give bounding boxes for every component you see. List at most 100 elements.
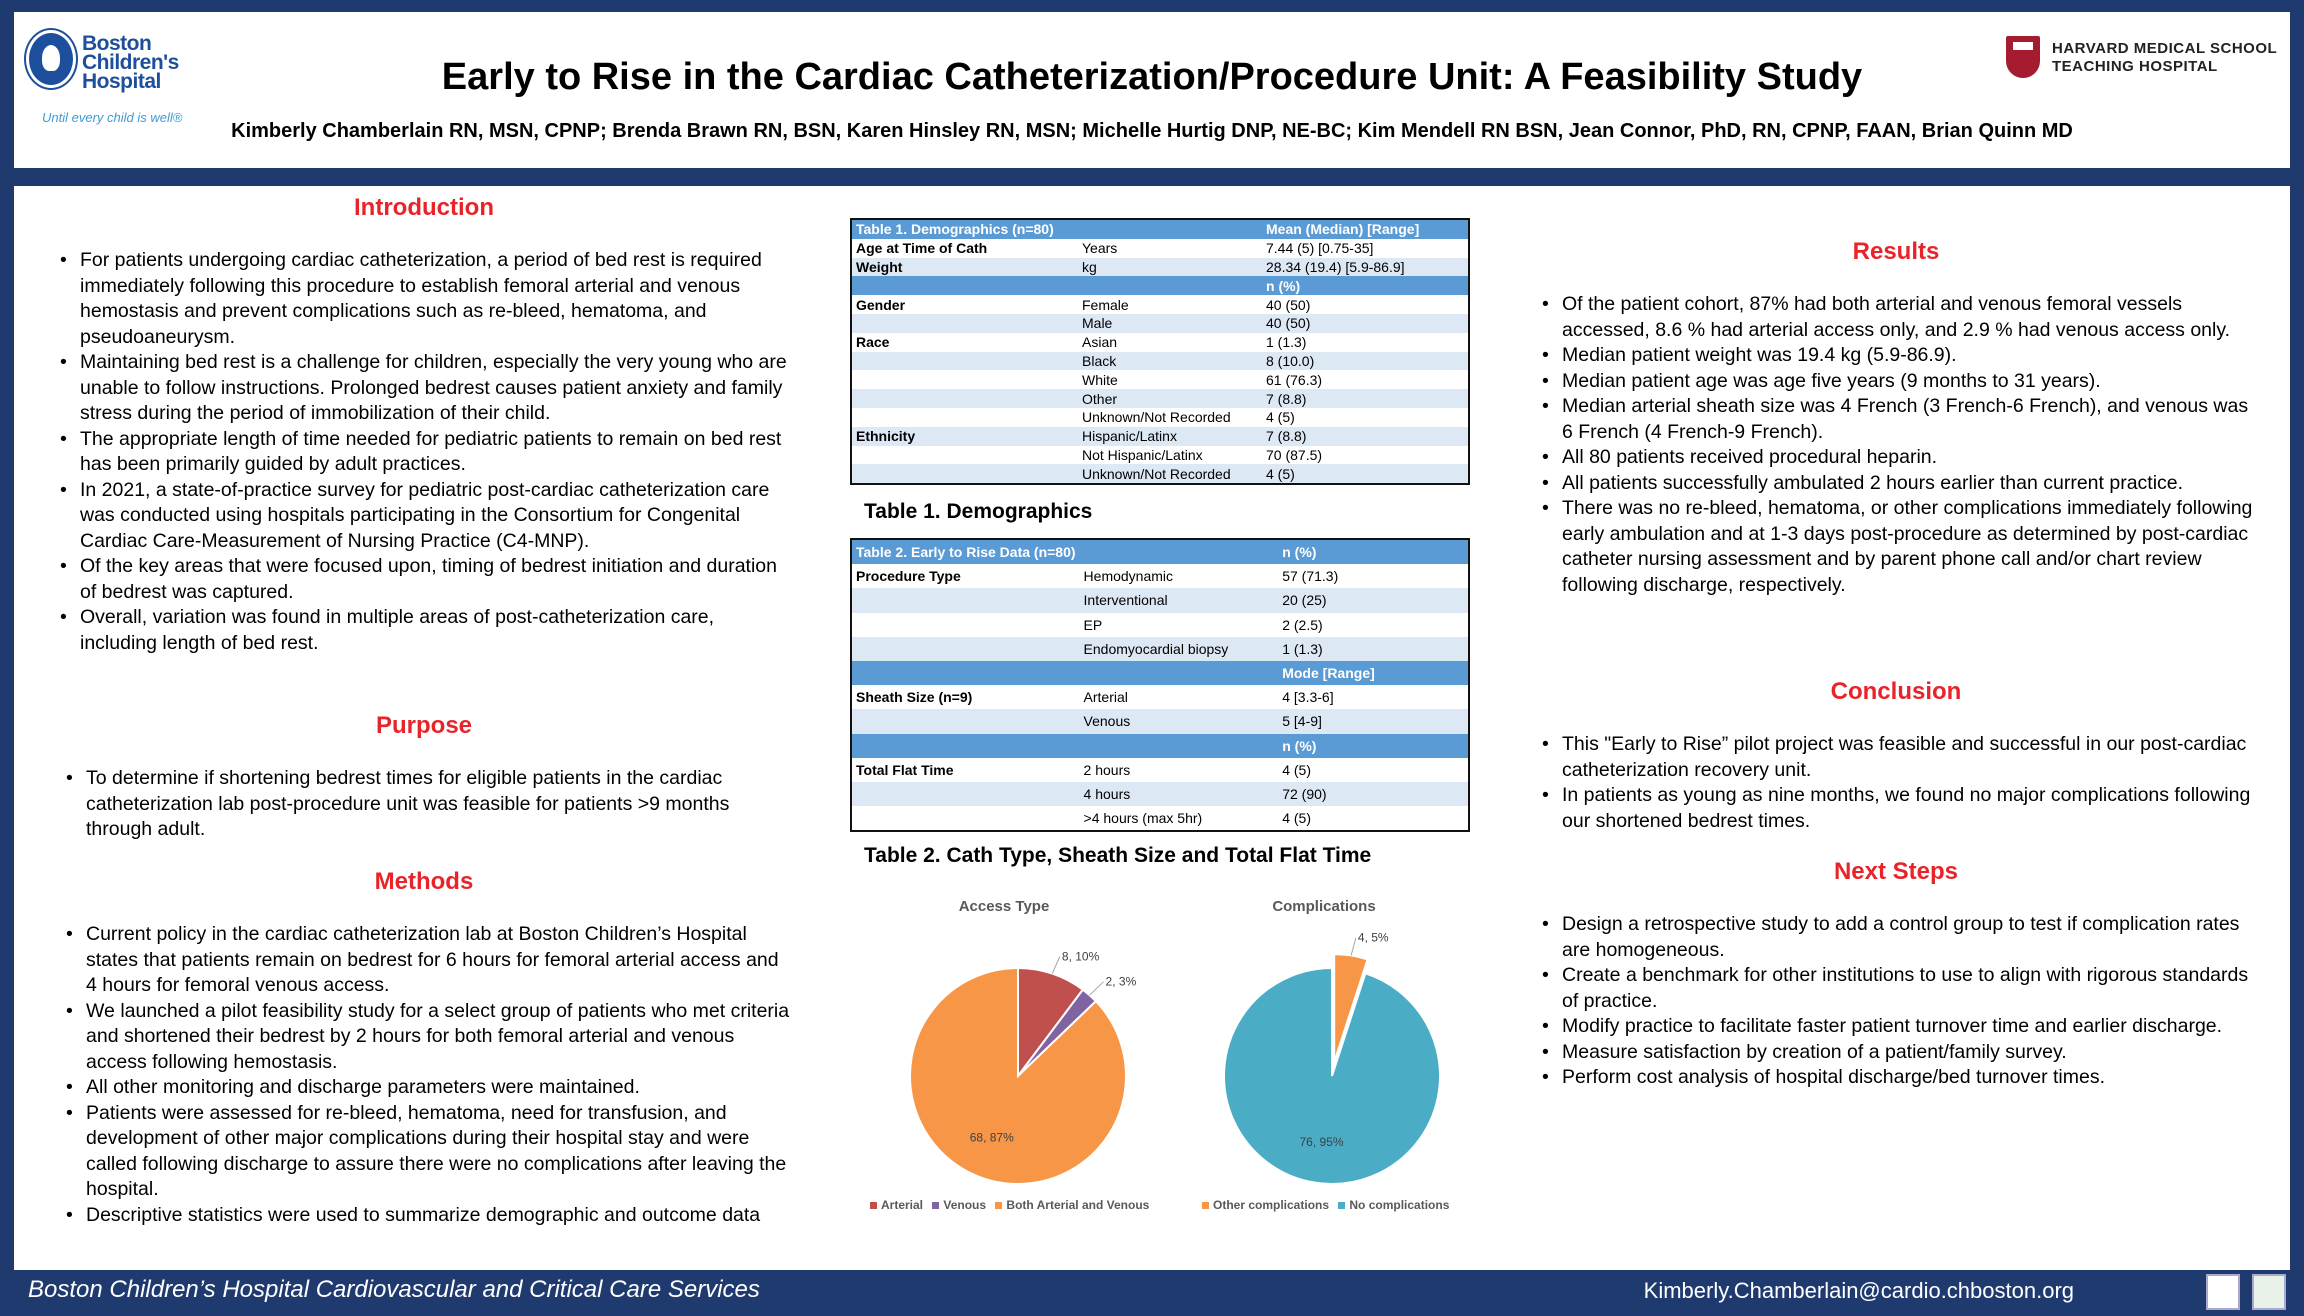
table-header-cell [1078,220,1262,239]
footer-department: Boston Children’s Hospital Cardiovascula… [28,1276,760,1303]
harvard-shield-icon [2006,36,2040,78]
table-row: Ethnicity Hispanic/Latinx 7 (8.8) [852,426,1468,446]
table-header-cell: Mean (Median) [Range] [1266,221,1420,238]
table-cell: Mode [Range] [1282,665,1375,682]
introduction-heading: Introduction [354,194,494,221]
access-type-legend: Arterial Venous Both Arterial and Venous [864,1198,1149,1212]
table-cell: 5 [4-9] [1282,713,1322,730]
pie-slice-1-1 [1223,966,1441,1185]
table-cell [852,806,1080,830]
table2-caption: Table 2. Cath Type, Sheath Size and Tota… [864,844,1372,867]
table-header-row: Table 1. Demographics (n=80) Mean (Median… [852,220,1468,239]
table-cell: Venous [1083,713,1131,730]
introduction-list: For patients undergoing cardiac catheter… [54,248,794,656]
table-cell: Endomyocardial biopsy [1083,640,1229,657]
table-cell: Procedure Type [856,568,961,585]
introduction-item: In 2021, a state-of-practice survey for … [54,478,794,555]
pie-label-1-1: 76, 95% [1300,1135,1344,1149]
table-cell: 2 hours [1083,761,1131,778]
poster-header: Boston Children's Hospital Until every c… [14,12,2290,168]
table1-caption: Table 1. Demographics [864,500,1093,523]
table-cell [852,408,1078,427]
next-steps-item: Modify practice to facilitate faster pat… [1536,1014,2256,1040]
table-cell [852,352,1078,371]
methods-item: Descriptive statistics were used to summ… [60,1203,790,1229]
table-row: Weight kg 28.34 (19.4) [5.9-86.9] [852,257,1468,277]
results-heading: Results [1852,238,1940,265]
table-row: 4 hours 72 (90) [852,781,1468,807]
introduction-item: For patients undergoing cardiac catheter… [54,248,794,350]
pie-label-0-0: 8, 10% [1062,949,1100,963]
methods-item: We launched a pilot feasibility study fo… [60,999,790,1076]
table-row: Gender Female 40 (50) [852,295,1468,314]
results-list: Of the patient cohort, 87% had both arte… [1536,292,2256,598]
table-header-row: Table 2. Early to Rise Data (n=80) n (%) [852,540,1468,565]
table-cell: 20 (25) [1282,592,1327,609]
table-cell: 1 (1.3) [1266,334,1307,351]
table-cell: >4 hours (max 5hr) [1083,810,1203,827]
poster-authors: Kimberly Chamberlain RN, MSN, CPNP; Bren… [231,120,2073,142]
results-item: Median patient weight was 19.4 kg (5.9-8… [1536,343,2256,369]
table-cell: Sheath Size (n=9) [856,689,973,706]
table-early-to-rise: Table 2. Early to Rise Data (n=80) n (%) P… [850,538,1470,833]
table-cell: 70 (87.5) [1266,446,1323,463]
table-cell: 4 [3.3-6] [1282,689,1334,706]
table-header-cell [1080,540,1279,564]
table-row: Race Asian 1 (1.3) [852,332,1468,352]
table-cell: Ethnicity [856,428,916,445]
table-row: Sheath Size (n=9) Arterial 4 [3.3-6] [852,685,1468,710]
table-cell: 4 (5) [1282,810,1312,827]
table-cell [852,370,1078,389]
methods-heading: Methods [374,868,474,895]
magnet-recognition-icon [2252,1274,2286,1310]
table-cell [852,709,1080,733]
results-item: All 80 patients received procedural hepa… [1536,445,2256,471]
table-cell: 2 (2.5) [1282,616,1323,633]
pie-label-0-1: 2, 3% [1106,975,1137,989]
table-cell: 4 (5) [1266,465,1295,482]
table-cell: 61 (76.3) [1266,371,1323,388]
table-row: Procedure Type Hemodynamic 57 (71.3) [852,564,1468,589]
table-row: Not Hispanic/Latinx 70 (87.5) [852,445,1468,465]
table-cell [852,782,1080,806]
award-badge-icon [2206,1274,2240,1310]
table-cell: Unknown/Not Recorded [1082,465,1231,482]
table-cell [852,446,1078,465]
table-row: Interventional 20 (25) [852,588,1468,613]
table-cell: Years [1082,240,1118,257]
pie-slice-0-0 [1017,966,1085,1079]
table-cell: n (%) [1282,737,1317,754]
table-cell: 4 (5) [1282,761,1312,778]
table-cell: Gender [856,296,906,313]
access-type-chart-title: Access Type [958,898,1050,915]
table-cell: Other [1082,390,1118,407]
table-cell: EP [1083,616,1103,633]
methods-item: Patients were assessed for re-bleed, hem… [60,1101,790,1203]
legend-swatch-none [1338,1202,1346,1209]
table-cell: 40 (50) [1266,315,1311,332]
conclusion-item: In patients as young as nine months, we … [1536,783,2256,834]
methods-item: Current policy in the cardiac catheteriz… [60,922,790,999]
table-cell: 1 (1.3) [1282,640,1323,657]
footer-email: Kimberly.Chamberlain@cardio.chboston.org [1643,1278,2074,1303]
purpose-item: To determine if shortening bedrest times… [60,766,790,843]
table-cell: Black [1082,352,1117,369]
bch-logo-name: Boston Children's Hospital [82,32,179,93]
table-row: Age at Time of Cath Years 7.44 (5) [0.75-3… [852,238,1468,258]
next-steps-item: Design a retrospective study to add a co… [1536,912,2256,963]
legend-other-complications: Other complications [1213,1198,1330,1212]
pie-label-0-2: 68, 87% [970,1131,1014,1145]
table-cell: Weight [856,258,903,275]
legend-swatch-arterial [870,1202,877,1209]
conclusion-item: This "Early to Rise” pilot project was f… [1536,732,2256,783]
conclusion-heading: Conclusion [1830,678,1962,705]
table-cell: 8 (10.0) [1266,352,1315,369]
table-cell: Hispanic/Latinx [1082,428,1177,445]
table-row: Unknown/Not Recorded 4 (5) [852,464,1468,484]
table-row: EP 2 (2.5) [852,612,1468,637]
table-row: Total Flat Time 2 hours 4 (5) [852,757,1468,782]
table-cell [852,464,1078,483]
next-steps-item: Measure satisfaction by creation of a pa… [1536,1040,2256,1066]
table-cell [1078,276,1262,295]
table-cell: Age at Time of Cath [856,240,988,257]
